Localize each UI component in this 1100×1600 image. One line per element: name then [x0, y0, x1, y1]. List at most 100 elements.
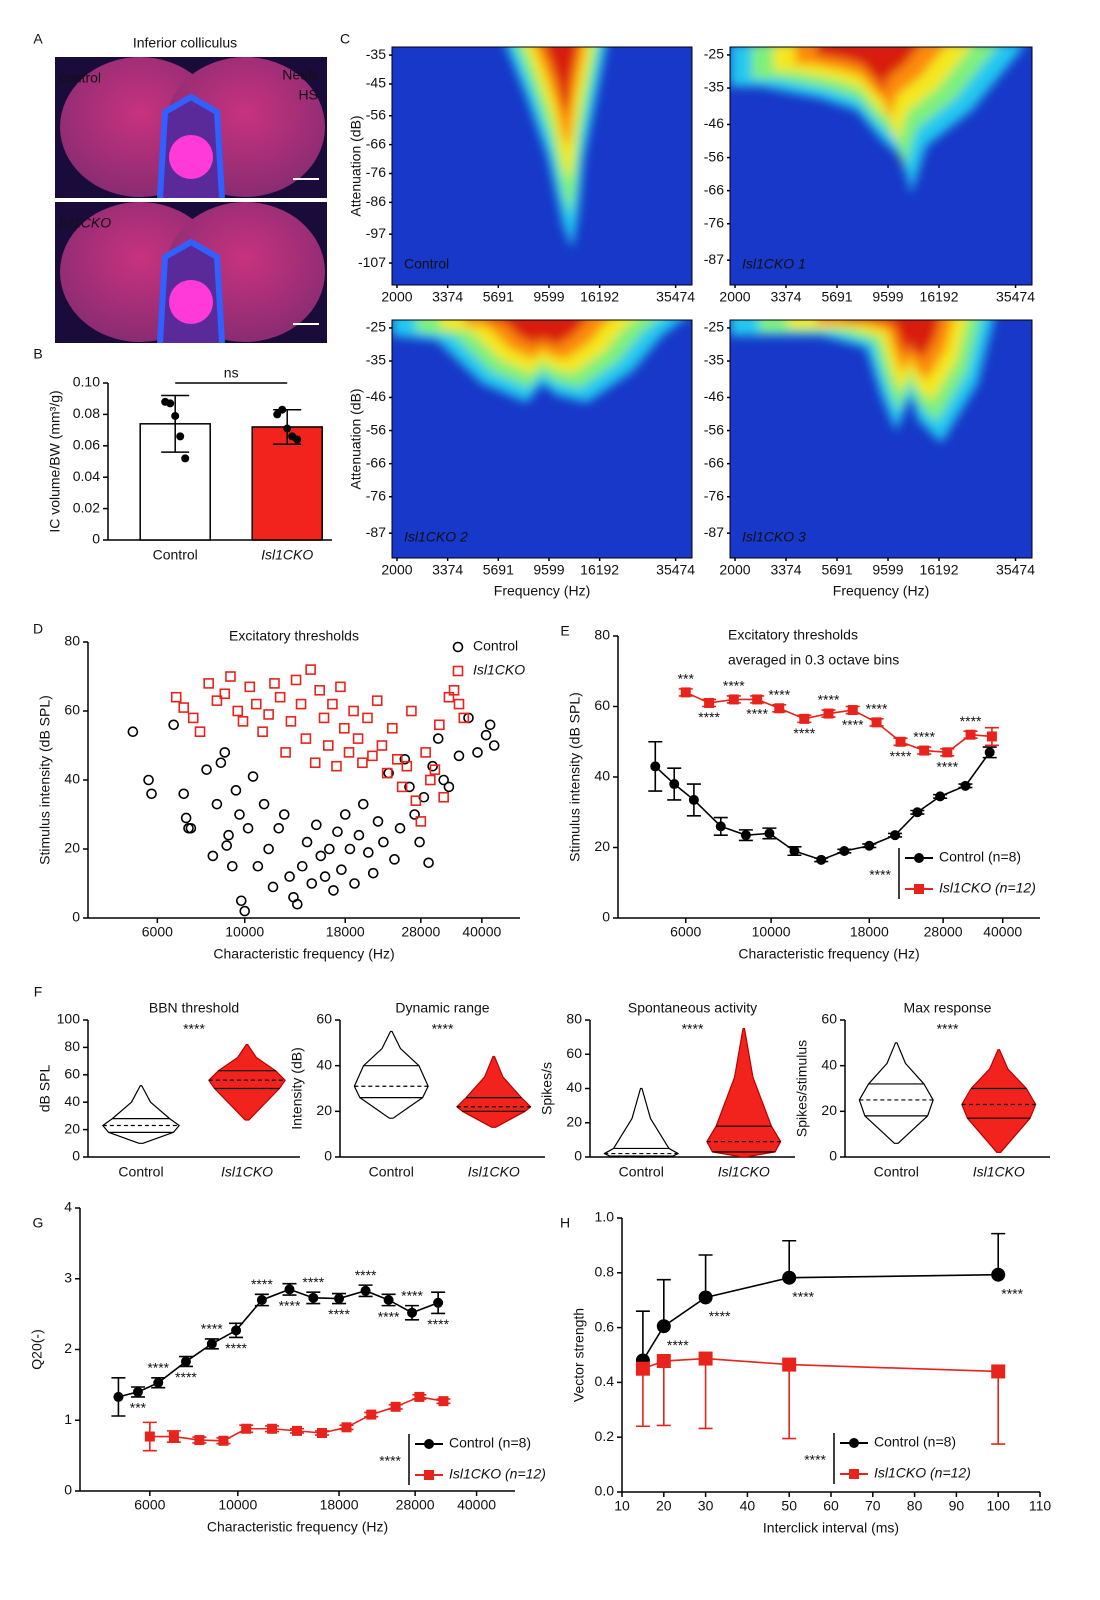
error-bar: [656, 1361, 671, 1427]
scatter-point: [348, 705, 359, 717]
scatter-point: [237, 716, 249, 727]
annotation: ****: [723, 678, 745, 694]
y-tick-label: 60: [566, 1045, 582, 1061]
data-point: [680, 687, 691, 698]
x-tick-label: Isl1CKO: [261, 547, 313, 563]
annotation: ****: [378, 1308, 400, 1324]
y-tick-label: 0.4: [595, 1373, 615, 1389]
y-tick-label: 80: [64, 1038, 80, 1054]
y-tick-label: 0.10: [73, 374, 100, 390]
data-point: [799, 713, 810, 724]
scatter-point: [185, 822, 197, 834]
y-tick-label: 0.04: [73, 468, 100, 484]
scatter-point: [332, 826, 343, 838]
y-tick-label: -56: [366, 106, 386, 122]
scatter-point: [187, 712, 199, 724]
x-tick-label: 3374: [770, 289, 801, 305]
y-axis-label: Spikes/s: [539, 1062, 555, 1115]
data-point: [132, 1386, 143, 1397]
scatter-point: [247, 771, 259, 782]
legend-marker: [452, 665, 464, 677]
scatter-point: [438, 774, 449, 786]
heatmap-frame: [391, 319, 693, 559]
scatter-point: [429, 764, 441, 775]
data-point: [912, 807, 923, 818]
x-tick-label: 3374: [432, 289, 463, 305]
x-tick-label: 5691: [483, 289, 514, 305]
scatter-point: [300, 733, 312, 744]
x-tick-label: 80: [907, 1498, 923, 1514]
x-tick-label: 9599: [872, 562, 903, 578]
data-point: [176, 432, 185, 441]
x-tick-label: 6000: [134, 1497, 165, 1513]
heatmap-layers: [506, 47, 607, 249]
x-tick-label: 40000: [462, 924, 501, 940]
x-tick-label: 50: [781, 1498, 797, 1514]
annotation: ****: [960, 713, 982, 729]
data-point: [650, 761, 661, 772]
data-point: [816, 854, 827, 865]
scatter-point: [306, 878, 318, 889]
scatter-point: [396, 781, 408, 793]
scatter-point: [127, 726, 139, 738]
data-point: [438, 1396, 449, 1407]
x-tick-label: 6000: [670, 924, 701, 940]
scatter-point: [223, 829, 234, 841]
data-point: [890, 830, 901, 841]
scatter-point: [301, 836, 313, 848]
scatter-point: [201, 764, 212, 775]
y-axis-label: dB SPL: [37, 1065, 53, 1113]
annotation: ****: [866, 701, 888, 717]
x-tick-label: 28000: [924, 924, 963, 940]
series-line: [642, 1357, 999, 1373]
scatter-point: [488, 740, 500, 751]
scatter-point: [178, 788, 190, 800]
y-tick-label: -46: [704, 388, 724, 404]
aqueduct: [169, 135, 213, 179]
scatter-point: [352, 733, 364, 744]
x-tick-label: 10000: [752, 924, 791, 940]
scatter-point: [415, 816, 427, 827]
legend-label: Isl1CKO (n=12): [449, 1466, 546, 1482]
data-point: [991, 1364, 1006, 1379]
data-point: [256, 1294, 267, 1305]
y-tick-label: 0: [64, 1482, 72, 1498]
data-point: [991, 1267, 1006, 1282]
scatter-point: [423, 857, 434, 869]
annotation: ****: [746, 706, 768, 722]
data-point: [942, 747, 953, 758]
x-tick-label: 2000: [719, 289, 750, 305]
y-tick-label: 60: [821, 1011, 837, 1027]
annotation: ****: [401, 1287, 423, 1303]
legend-label: Control (n=8): [939, 849, 1021, 865]
data-point: [206, 1338, 217, 1349]
scatter-point: [269, 678, 280, 689]
data-point: [698, 1351, 713, 1366]
y-tick-label: 80: [566, 1011, 582, 1027]
scatter-point: [219, 688, 231, 700]
heatmap-layer: [795, 47, 945, 120]
heatmap-layer: [816, 47, 919, 95]
x-tick-label: Control: [369, 1164, 414, 1180]
scatter-point: [244, 681, 256, 693]
data-point: [383, 1294, 394, 1305]
legend-label: Control (n=8): [449, 1435, 531, 1451]
scatter-point: [448, 684, 460, 696]
data-point: [635, 1361, 650, 1376]
scatter-point: [225, 671, 236, 682]
y-tick-label: 1.0: [595, 1209, 615, 1225]
y-axis-label: Attenuation (dB): [348, 115, 364, 216]
y-tick-label: 60: [64, 1066, 80, 1082]
annotation: ****: [682, 1021, 704, 1037]
scatter-point: [420, 747, 431, 758]
y-tick-label: -97: [366, 225, 386, 241]
x-tick-label: Control: [874, 1164, 919, 1180]
data-point: [113, 1391, 124, 1402]
scatter-point: [418, 791, 430, 803]
x-tick-label: 18000: [320, 1497, 359, 1513]
heatmap-layers: [392, 320, 682, 403]
legend-marker: [452, 641, 464, 653]
panel-letter: F: [34, 984, 43, 1000]
scatter-point: [311, 819, 322, 831]
violin: [961, 1049, 1037, 1154]
